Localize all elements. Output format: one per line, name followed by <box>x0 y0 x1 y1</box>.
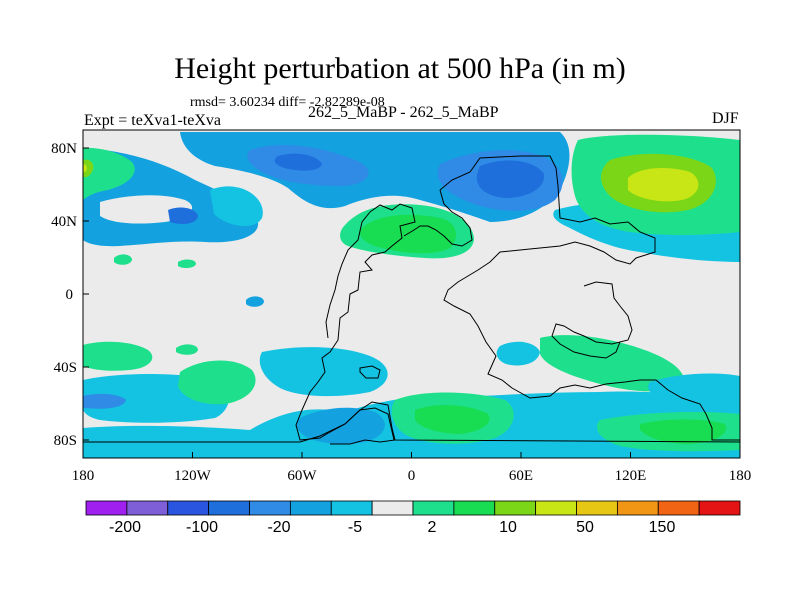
x-tick-label: 60E <box>509 468 533 484</box>
colorbar-swatch <box>576 500 618 516</box>
contour-fill <box>246 296 264 307</box>
y-tick-labels: 80N 40N 0 40S 80S <box>51 141 77 449</box>
contour-fill <box>83 341 153 371</box>
contour-fill <box>476 160 545 198</box>
colorbar-swatch <box>208 500 250 516</box>
contour-fill <box>83 164 87 173</box>
contour-fill <box>628 168 699 202</box>
colorbar-swatch <box>494 500 537 516</box>
coastline-south-atlantic-island <box>359 365 381 379</box>
contour-fill <box>168 207 198 224</box>
y-tick-label: 80N <box>51 141 77 157</box>
colorbar-label: -200 <box>109 519 141 536</box>
colorbar-swatch <box>289 500 332 516</box>
contour-fill <box>114 254 132 265</box>
x-tick-label: 0 <box>408 468 416 484</box>
x-tick-labels: 180 120W 60W 0 60E 120E 180 <box>72 468 752 484</box>
x-tick-label: 180 <box>72 468 95 484</box>
colorbar-swatch <box>535 500 577 516</box>
x-tick-label: 120W <box>174 468 212 484</box>
contour-fill <box>178 259 196 269</box>
x-tick-label: 180 <box>729 468 752 484</box>
colorbar-swatch <box>371 500 414 516</box>
colorbar-label: -20 <box>267 519 290 536</box>
colorbar-swatch <box>126 500 169 516</box>
contour-fill <box>83 393 126 409</box>
coastline-america <box>295 203 416 445</box>
chart-title: Height perturbation at 500 hPa (in m) <box>174 52 626 85</box>
colorbar-swatch <box>657 500 700 516</box>
axis-ticks <box>82 147 741 458</box>
subtitle: 262_5_MaBP - 262_5_MaBP <box>308 104 499 121</box>
colorbar-labels: -200 -100 -20 -5 2 10 50 150 <box>109 519 675 536</box>
contour-fill <box>178 360 256 405</box>
experiment-label: Expt = teXva1-teXva <box>84 112 221 129</box>
x-tick-label: 60W <box>287 468 317 484</box>
y-tick-label: 40S <box>54 360 77 376</box>
colorbar-swatch <box>249 500 291 516</box>
colorbar-swatch <box>453 500 496 516</box>
coastline-eurasia <box>439 155 740 441</box>
contour-fill <box>83 147 135 200</box>
colorbar-swatch <box>412 500 455 516</box>
contour-fill <box>540 335 684 392</box>
coastline-europe <box>403 189 473 247</box>
contour-fill <box>100 195 193 224</box>
contour-fill <box>176 344 198 355</box>
y-tick-label: 40N <box>51 214 77 230</box>
contour-fills <box>83 132 740 458</box>
colorbar-label: 2 <box>428 519 437 536</box>
contour-fill <box>274 153 322 171</box>
colorbar-label: 10 <box>499 519 517 536</box>
colorbar-label: 50 <box>576 519 594 536</box>
coastline-antarctica <box>83 407 740 443</box>
x-tick-label: 120E <box>615 468 647 484</box>
colorbar-swatch <box>698 500 741 516</box>
contour-fill <box>415 405 490 434</box>
coastline-america-west <box>325 211 371 339</box>
contour-fill <box>210 186 263 227</box>
colorbar-swatch <box>330 500 373 516</box>
colorbar-swatch <box>167 500 210 516</box>
coastlines <box>83 155 740 445</box>
season-label: DJF <box>712 110 739 127</box>
y-tick-label: 0 <box>66 287 74 303</box>
y-tick-label: 80S <box>54 433 77 449</box>
coastline-australia <box>551 281 633 359</box>
contour-fill <box>496 341 540 366</box>
colorbar-swatch <box>85 500 128 516</box>
contour-fill <box>648 373 740 406</box>
colorbar-label: 150 <box>649 519 676 536</box>
contour-fill <box>83 159 94 178</box>
colorbar <box>85 500 741 516</box>
colorbar-label: -100 <box>186 519 218 536</box>
stats-line: rmsd= 3.60234 diff= -2.82289e-08 <box>190 95 385 110</box>
contour-fill <box>259 347 388 397</box>
colorbar-label: -5 <box>348 519 362 536</box>
contour-fill <box>640 419 727 444</box>
colorbar-swatch <box>616 500 659 516</box>
